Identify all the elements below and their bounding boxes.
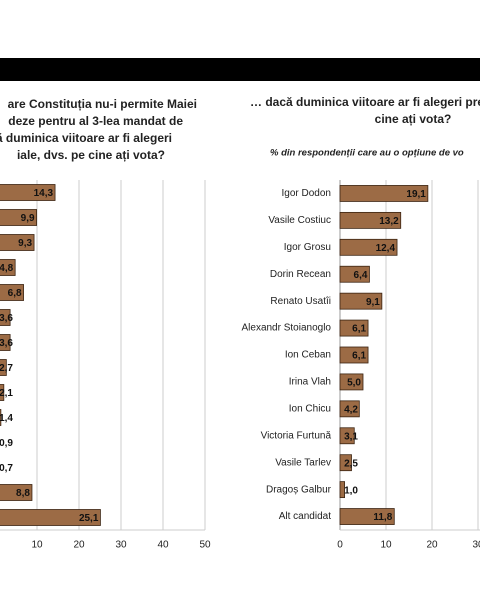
bar — [0, 409, 2, 426]
value-label: 0,9 — [0, 438, 13, 449]
bar — [339, 481, 345, 499]
value-label: 25,1 — [79, 513, 99, 524]
value-label: 3,6 — [0, 313, 13, 324]
bar — [339, 265, 370, 283]
value-label: 9,9 — [21, 213, 35, 224]
bar — [339, 427, 355, 445]
category-label: Igor Grosu — [284, 242, 331, 253]
value-label: 1,4 — [0, 413, 13, 424]
category-label: Vasile Tarlev — [275, 457, 331, 468]
x-tick-label: 30 — [472, 540, 480, 551]
category-label: Dragoș Galbur — [266, 484, 332, 495]
bar — [0, 284, 24, 301]
bar — [0, 509, 101, 526]
value-label: 12,4 — [376, 243, 396, 254]
value-label: 9,3 — [18, 238, 32, 249]
header-bar — [0, 58, 480, 81]
value-label: 3,1 — [344, 431, 358, 442]
bar — [339, 238, 398, 256]
value-label: 1,0 — [344, 485, 358, 496]
value-label: 14,3 — [34, 188, 54, 199]
chart-title: … dacă duminica viitoare ar fi alegeri p… — [250, 95, 480, 109]
bar — [0, 209, 37, 226]
x-tick-label: 20 — [73, 540, 85, 551]
value-label: 8,8 — [16, 488, 30, 499]
bar — [339, 319, 369, 337]
value-label: 13,2 — [379, 216, 399, 227]
bar — [0, 484, 33, 501]
bar — [339, 346, 369, 364]
value-label: 3,6 — [0, 338, 13, 349]
value-label: 4,8 — [0, 263, 14, 274]
value-label: 4,2 — [344, 404, 358, 415]
value-label: 2,7 — [0, 363, 13, 374]
x-tick-label: 10 — [380, 540, 392, 551]
value-label: 2,1 — [0, 388, 13, 399]
bar — [0, 259, 16, 276]
value-label: 5,0 — [347, 378, 361, 389]
x-tick-label: 0 — [337, 540, 343, 551]
category-label: Dorin Recean — [270, 269, 331, 280]
x-tick-label: 50 — [199, 540, 211, 551]
bar — [0, 384, 5, 401]
bar — [339, 508, 395, 525]
chart-title: cine ați vota? — [375, 112, 452, 126]
chart-title: deze pentru al 3-lea mandat de — [8, 114, 183, 128]
bar — [339, 211, 402, 229]
chart-title: iale, dvs. pe cine ați vota? — [17, 148, 165, 162]
value-label: 6,1 — [352, 324, 366, 335]
bar — [0, 184, 56, 201]
bar — [339, 373, 364, 391]
value-label: 2,5 — [344, 458, 358, 469]
x-tick-label: 20 — [426, 540, 438, 551]
bar — [339, 292, 383, 310]
chart-title: că duminica viitoare ar fi alegeri — [0, 131, 172, 145]
category-label: Victoria Furtună — [261, 430, 332, 441]
value-label: 0,7 — [0, 463, 13, 474]
bar — [0, 359, 7, 376]
value-label: 6,4 — [354, 270, 368, 281]
bar — [339, 185, 429, 202]
category-label: Vasile Costiuc — [268, 215, 331, 226]
bar — [339, 454, 352, 472]
bar — [0, 234, 35, 251]
x-tick-label: 30 — [115, 540, 127, 551]
value-label: 6,1 — [352, 351, 366, 362]
category-label: Ion Ceban — [285, 350, 331, 361]
chart-title: are Constituția nu-i permite Maiei — [8, 97, 197, 111]
x-tick-label: 10 — [31, 540, 43, 551]
category-label: Alt candidat — [279, 511, 331, 522]
value-label: 6,8 — [8, 288, 22, 299]
bar — [0, 309, 11, 326]
value-label: 11,8 — [373, 512, 392, 523]
value-label: 9,1 — [366, 297, 380, 308]
category-label: Renato Usatîi — [270, 296, 331, 307]
chart-subtitle: % din respondenții care au o opțiune de … — [270, 148, 464, 159]
category-label: Igor Dodon — [282, 188, 331, 199]
category-label: Ion Chicu — [289, 403, 331, 414]
category-label: Alexandr Stoianoglo — [241, 323, 331, 334]
bar — [339, 400, 360, 418]
bar — [0, 334, 11, 351]
value-label: 19,1 — [406, 189, 426, 200]
category-label: Irina Vlah — [289, 377, 331, 388]
x-tick-label: 40 — [157, 540, 169, 551]
